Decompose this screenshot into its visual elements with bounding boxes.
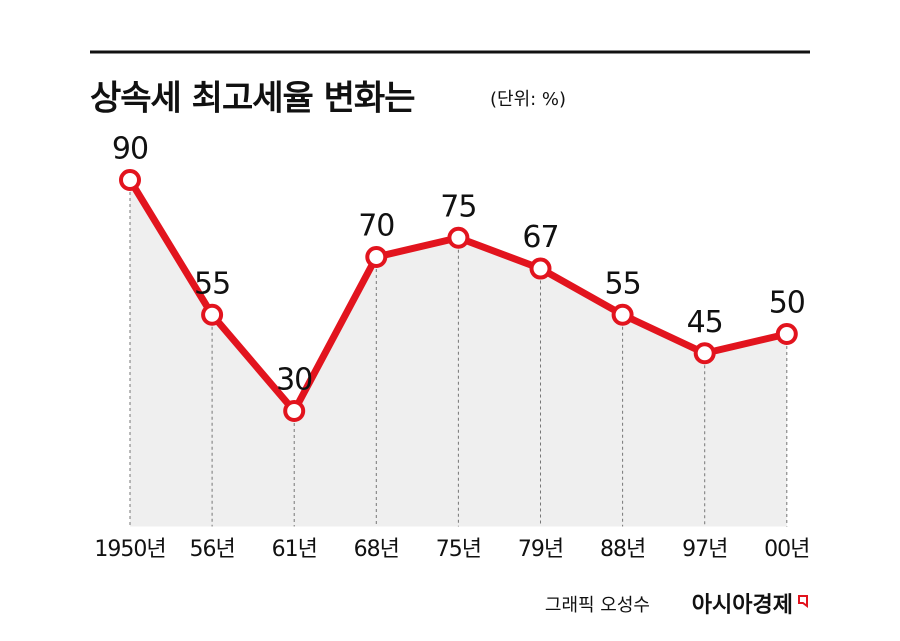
point xyxy=(365,246,388,268)
point xyxy=(529,257,552,280)
x-tick-label: 1950년 xyxy=(94,537,165,562)
x-tick-label: 75년 xyxy=(436,537,481,562)
point xyxy=(611,303,634,326)
x-tick-label: 56년 xyxy=(189,537,234,562)
value-label: 75 xyxy=(440,189,476,224)
point xyxy=(693,342,716,365)
value-label: 90 xyxy=(112,132,148,167)
value-label: 55 xyxy=(605,266,641,301)
chart-title: 상속세 최고세율 변화는 xyxy=(90,79,415,119)
point xyxy=(283,400,306,422)
x-tick-label: 88년 xyxy=(600,537,645,562)
value-label: 55 xyxy=(194,266,230,301)
value-label: 50 xyxy=(769,286,805,321)
point xyxy=(201,303,224,326)
brand-logo xyxy=(798,595,808,608)
point xyxy=(775,323,798,345)
x-tick-label: 61년 xyxy=(272,537,317,562)
value-label: 30 xyxy=(276,363,312,398)
x-tick-label: 97년 xyxy=(682,537,727,562)
x-tick-label: 68년 xyxy=(354,537,399,562)
x-tick-label: 00년 xyxy=(764,537,809,562)
value-label: 45 xyxy=(687,305,723,340)
value-label: 70 xyxy=(358,209,394,244)
brand: 아시아경제 xyxy=(692,593,793,618)
value-label: 67 xyxy=(522,220,558,255)
source: 그래픽 오성수 xyxy=(545,595,650,616)
x-tick-label: 79년 xyxy=(518,537,563,562)
point xyxy=(119,169,141,191)
point xyxy=(447,226,470,249)
unit-label: (단위: %) xyxy=(490,89,566,110)
